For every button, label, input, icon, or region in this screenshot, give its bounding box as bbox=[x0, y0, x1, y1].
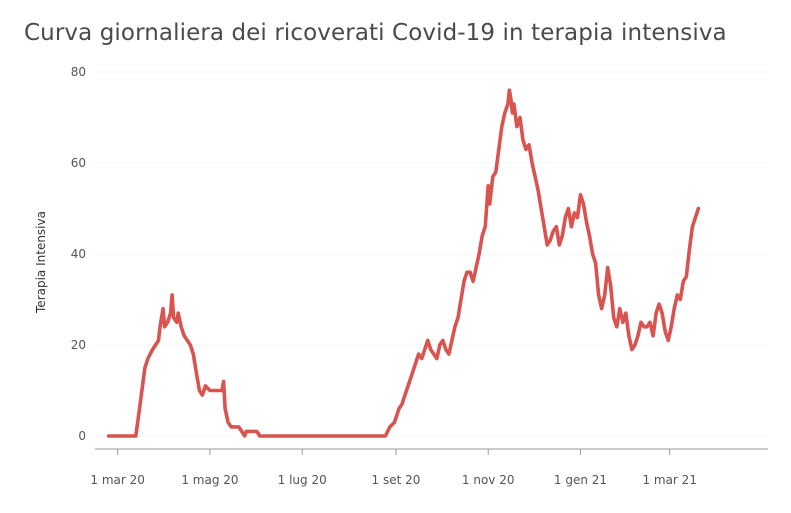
y-axis: 0 20 40 60 80 bbox=[71, 65, 86, 443]
y-axis-title: Terapia Intensiva bbox=[34, 211, 48, 314]
y-tick-label: 0 bbox=[78, 429, 86, 443]
x-tick-label: 1 mar 20 bbox=[90, 473, 145, 487]
y-tick-label: 80 bbox=[71, 65, 86, 79]
x-tick-label: 1 lug 20 bbox=[278, 473, 327, 487]
x-tick-label: 1 set 20 bbox=[372, 473, 421, 487]
x-axis-ticks: 1 mar 20 1 mag 20 1 lug 20 1 set 20 1 nov 20… bbox=[90, 449, 697, 487]
chart-title: Curva giornaliera dei ricoverati Covid-1… bbox=[24, 20, 727, 46]
y-tick-label: 60 bbox=[71, 156, 86, 170]
x-tick-label: 1 gen 21 bbox=[554, 473, 607, 487]
x-tick-label: 1 nov 20 bbox=[462, 473, 515, 487]
grid-lines bbox=[95, 71, 768, 437]
y-tick-label: 40 bbox=[71, 247, 86, 261]
x-tick-label: 1 mar 21 bbox=[642, 473, 697, 487]
x-tick-label: 1 mag 20 bbox=[181, 473, 238, 487]
y-tick-label: 20 bbox=[71, 338, 86, 352]
series-line bbox=[106, 88, 701, 438]
